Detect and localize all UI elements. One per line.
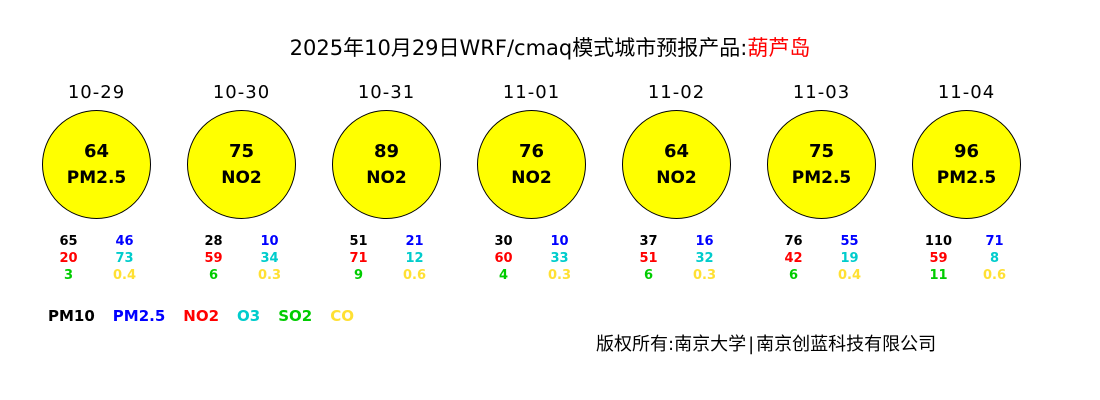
pollutant-values-grid: 110 71 59 8 11 0.6: [916, 233, 1018, 284]
pollutant-values-grid: 51 21 71 12 9 0.6: [336, 233, 438, 284]
value-pm25: 10: [550, 234, 569, 249]
aqi-value: 75: [228, 140, 255, 162]
forecast-date: 11-03: [792, 82, 851, 103]
value-so2: 6: [788, 268, 799, 283]
legend-item-co: CO: [330, 307, 355, 325]
copyright-footer: 版权所有:南京大学 | 南京创蓝科技有限公司: [596, 330, 936, 356]
page-title: 2025年10月29日WRF/cmaq模式城市预报产品:葫芦岛: [0, 32, 1100, 62]
page-title-main: 2025年10月29日WRF/cmaq模式城市预报产品:: [289, 36, 748, 60]
aqi-value: 76: [518, 140, 545, 162]
value-pm25: 16: [695, 234, 714, 249]
aqi-bubble[interactable]: 89 NO2: [332, 110, 441, 219]
aqi-bubble[interactable]: 75 NO2: [187, 110, 296, 219]
forecast-day-column[interactable]: 11-02 64 NO2 37 16 51 32 6 0.3: [604, 82, 749, 284]
value-co: 0.3: [257, 268, 282, 283]
value-pm10: 110: [924, 234, 953, 249]
value-so2: 9: [353, 268, 364, 283]
legend-item-so2: SO2: [278, 307, 313, 325]
value-no2: 60: [494, 251, 513, 266]
pollutant-values-grid: 30 10 60 33 4 0.3: [481, 233, 583, 284]
value-pm25: 71: [985, 234, 1004, 249]
copyright-separator: |: [748, 334, 755, 355]
forecast-date: 10-30: [212, 82, 271, 103]
value-o3: 19: [840, 251, 859, 266]
value-no2: 59: [204, 251, 223, 266]
pollutant-values-grid: 37 16 51 32 6 0.3: [626, 233, 728, 284]
forecast-date: 10-29: [67, 82, 126, 103]
value-no2: 59: [929, 251, 948, 266]
aqi-bubble[interactable]: 64 PM2.5: [42, 110, 151, 219]
value-co: 0.4: [112, 268, 137, 283]
value-o3: 8: [989, 251, 1000, 266]
value-o3: 34: [260, 251, 279, 266]
forecast-day-column[interactable]: 11-01 76 NO2 30 10 60 33 4 0.3: [459, 82, 604, 284]
forecast-date: 10-31: [357, 82, 416, 103]
value-so2: 6: [208, 268, 219, 283]
copyright-owner: 版权所有:南京大学: [596, 334, 747, 355]
primary-pollutant-label: NO2: [221, 167, 262, 188]
aqi-bubble[interactable]: 64 NO2: [622, 110, 731, 219]
value-pm10: 76: [784, 234, 803, 249]
primary-pollutant-label: PM2.5: [791, 167, 852, 188]
forecast-date: 11-01: [502, 82, 561, 103]
value-pm10: 28: [204, 234, 223, 249]
legend-item-o3: O3: [237, 307, 261, 325]
value-co: 0.6: [402, 268, 427, 283]
page-title-city: 葫芦岛: [747, 36, 811, 60]
pollutant-values-grid: 28 10 59 34 6 0.3: [191, 233, 293, 284]
value-o3: 33: [550, 251, 569, 266]
primary-pollutant-label: NO2: [656, 167, 697, 188]
forecast-day-column[interactable]: 11-04 96 PM2.5 110 71 59 8 11 0.6: [894, 82, 1039, 284]
pollutant-values-grid: 76 55 42 19 6 0.4: [771, 233, 873, 284]
value-so2: 6: [643, 268, 654, 283]
value-co: 0.4: [837, 268, 862, 283]
value-no2: 42: [784, 251, 803, 266]
aqi-value: 64: [663, 140, 690, 162]
aqi-bubble[interactable]: 76 NO2: [477, 110, 586, 219]
pollutant-legend: PM10 PM2.5 NO2 O3 SO2 CO: [48, 307, 354, 325]
value-so2: 3: [63, 268, 74, 283]
value-pm25: 10: [260, 234, 279, 249]
value-co: 0.3: [547, 268, 572, 283]
value-no2: 71: [349, 251, 368, 266]
value-so2: 11: [929, 268, 948, 283]
forecast-day-column[interactable]: 10-29 64 PM2.5 65 46 20 73 3 0.4: [24, 82, 169, 284]
primary-pollutant-label: NO2: [366, 167, 407, 188]
value-pm25: 21: [405, 234, 424, 249]
forecast-day-column[interactable]: 10-30 75 NO2 28 10 59 34 6 0.3: [169, 82, 314, 284]
primary-pollutant-label: NO2: [511, 167, 552, 188]
value-pm10: 51: [349, 234, 368, 249]
legend-item-pm10: PM10: [48, 307, 95, 325]
value-no2: 51: [639, 251, 658, 266]
forecast-strip: 10-29 64 PM2.5 65 46 20 73 3 0.4 10-30 7…: [24, 82, 1080, 284]
copyright-company: 南京创蓝科技有限公司: [756, 334, 937, 355]
aqi-value: 64: [83, 140, 110, 162]
primary-pollutant-label: PM2.5: [936, 167, 997, 188]
value-co: 0.6: [982, 268, 1007, 283]
forecast-day-column[interactable]: 10-31 89 NO2 51 21 71 12 9 0.6: [314, 82, 459, 284]
legend-item-no2: NO2: [183, 307, 220, 325]
legend-item-pm25: PM2.5: [112, 307, 166, 325]
forecast-date: 11-02: [647, 82, 706, 103]
forecast-date: 11-04: [937, 82, 996, 103]
aqi-value: 89: [373, 140, 400, 162]
value-pm10: 30: [494, 234, 513, 249]
aqi-bubble[interactable]: 75 PM2.5: [767, 110, 876, 219]
aqi-value: 96: [953, 140, 980, 162]
value-pm25: 55: [840, 234, 859, 249]
value-so2: 4: [498, 268, 509, 283]
pollutant-values-grid: 65 46 20 73 3 0.4: [46, 233, 148, 284]
value-pm10: 37: [639, 234, 658, 249]
primary-pollutant-label: PM2.5: [66, 167, 127, 188]
aqi-bubble[interactable]: 96 PM2.5: [912, 110, 1021, 219]
aqi-value: 75: [808, 140, 835, 162]
forecast-day-column[interactable]: 11-03 75 PM2.5 76 55 42 19 6 0.4: [749, 82, 894, 284]
value-pm10: 65: [59, 234, 78, 249]
value-pm25: 46: [115, 234, 134, 249]
value-o3: 73: [115, 251, 134, 266]
value-co: 0.3: [692, 268, 717, 283]
value-o3: 32: [695, 251, 714, 266]
value-no2: 20: [59, 251, 78, 266]
value-o3: 12: [405, 251, 424, 266]
